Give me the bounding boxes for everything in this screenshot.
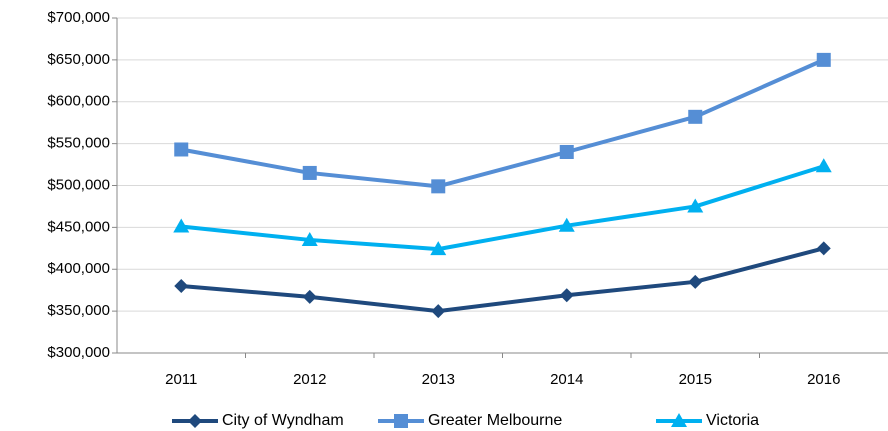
x-tick-label: 2014 <box>550 371 583 388</box>
marker <box>559 145 574 159</box>
marker <box>816 52 831 67</box>
marker <box>815 158 832 173</box>
legend-marker <box>671 413 687 427</box>
marker <box>688 109 703 124</box>
marker <box>431 304 446 319</box>
y-tick-label: $300,000 <box>47 344 110 361</box>
marker <box>558 217 575 232</box>
y-tick-label: $700,000 <box>47 9 110 26</box>
marker <box>174 279 189 293</box>
marker <box>173 218 190 233</box>
marker <box>430 241 447 256</box>
legend-label: Greater Melbourne <box>428 412 562 429</box>
legend-label: Victoria <box>706 412 759 429</box>
marker <box>301 231 318 246</box>
marker <box>302 165 317 180</box>
x-tick-label: 2016 <box>807 371 840 388</box>
marker <box>688 274 703 289</box>
marker <box>431 179 446 194</box>
x-tick-label: 2013 <box>422 371 455 388</box>
y-tick-label: $600,000 <box>47 93 110 110</box>
legend-label: City of Wyndham <box>222 412 344 429</box>
marker <box>559 288 574 303</box>
x-tick-label: 2011 <box>165 371 197 388</box>
y-tick-label: $650,000 <box>47 51 110 68</box>
y-tick-label: $350,000 <box>47 302 110 319</box>
y-tick-label: $450,000 <box>47 218 110 235</box>
y-tick-label: $400,000 <box>47 260 110 277</box>
marker <box>816 241 831 256</box>
marker <box>302 289 317 304</box>
series-line <box>181 246 825 314</box>
x-tick-label: 2015 <box>679 371 712 388</box>
legend-marker <box>394 414 408 428</box>
marker <box>687 198 704 213</box>
legend-marker <box>188 414 202 428</box>
series-line <box>181 164 825 252</box>
y-tick-label: $500,000 <box>47 176 110 193</box>
y-tick-label: $550,000 <box>47 135 110 152</box>
x-tick-label: 2012 <box>293 371 326 388</box>
series-line <box>180 58 825 189</box>
marker <box>174 142 189 157</box>
